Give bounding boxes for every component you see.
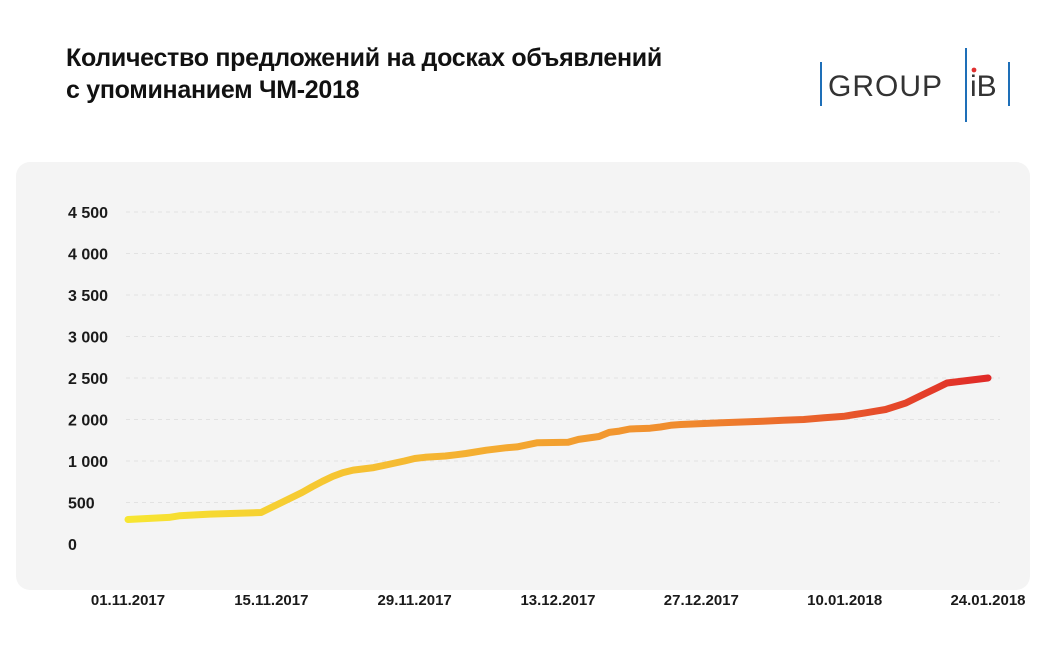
- x-tick-label: 13.12.2017: [520, 592, 595, 609]
- x-tick-label: 15.11.2017: [234, 592, 308, 609]
- chart-title: Количество предложений на досках объявле…: [66, 42, 662, 106]
- logo-text-group: GROUP: [828, 70, 943, 103]
- y-tick-label: 2 000: [68, 413, 108, 430]
- x-tick-label: 29.11.2017: [378, 592, 452, 609]
- x-tick-label: 27.12.2017: [664, 592, 739, 609]
- logo-right-bar: [1008, 62, 1010, 106]
- group-ib-logo-mark: GROUP iB: [820, 48, 1010, 122]
- logo-left-bar: [820, 62, 822, 106]
- y-axis: 0 500 1 000 2 000 2 500 3 000 3 500 4 000 4 500: [68, 205, 108, 554]
- logo-text-ib: iB: [970, 70, 997, 103]
- y-tick-label: 0: [68, 537, 77, 554]
- y-tick-label: 3 500: [68, 288, 108, 305]
- y-tick-label: 2 500: [68, 371, 108, 388]
- y-tick-label: 3 000: [68, 330, 108, 347]
- y-tick-label: 1 000: [68, 454, 108, 471]
- x-axis: 01.11.2017 15.11.2017 29.11.2017 13.12.2017…: [91, 592, 1026, 609]
- group-ib-logo: GROUP iB: [820, 48, 1010, 122]
- series-line: [124, 374, 992, 523]
- y-tick-label: 4 500: [68, 205, 108, 222]
- x-tick-label: 10.01.2018: [807, 592, 882, 609]
- series: [124, 374, 992, 523]
- grid-lines: [126, 211, 1000, 503]
- logo-mid-bar: [965, 48, 967, 122]
- logo-red-dot: [971, 67, 977, 73]
- y-tick-label: 4 000: [68, 247, 108, 264]
- x-tick-label: 01.11.2017: [91, 592, 165, 609]
- chart-title-line-1: Количество предложений на досках объявле…: [66, 44, 662, 72]
- y-tick-label: 500: [68, 496, 95, 513]
- x-tick-label: 24.01.2018: [950, 592, 1025, 609]
- chart-title-line-2: с упоминанием ЧМ-2018: [66, 76, 360, 104]
